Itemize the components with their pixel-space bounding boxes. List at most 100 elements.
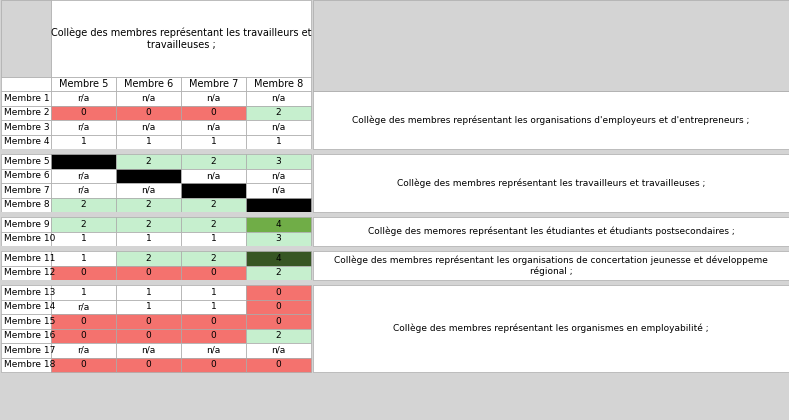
Bar — [181, 105, 246, 120]
Text: 2: 2 — [146, 254, 151, 263]
Text: 0: 0 — [211, 317, 216, 326]
Bar — [246, 197, 311, 212]
Text: 1: 1 — [146, 234, 151, 243]
Text: 1: 1 — [211, 302, 216, 311]
Bar — [51, 328, 116, 343]
Bar — [51, 265, 116, 280]
Bar — [51, 285, 116, 299]
Text: Collège des membres représentant les organisations de concertation jeunesse et d: Collège des membres représentant les org… — [334, 255, 768, 276]
Text: 1: 1 — [146, 137, 151, 146]
Bar — [116, 343, 181, 357]
Bar — [116, 217, 181, 231]
Bar — [246, 183, 311, 197]
Bar — [313, 251, 789, 280]
Text: r/a: r/a — [77, 171, 90, 180]
Text: 0: 0 — [146, 331, 151, 340]
Bar — [0, 212, 789, 217]
Text: n/a: n/a — [141, 346, 155, 355]
Text: r/a: r/a — [77, 94, 90, 103]
Bar — [1, 0, 51, 77]
Text: Membre 2: Membre 2 — [4, 108, 50, 117]
Bar — [1, 134, 51, 149]
Text: Collège des membres représentant les travailleurs et
travailleuses ;: Collège des membres représentant les tra… — [50, 27, 311, 50]
Bar — [1, 357, 51, 372]
Bar — [51, 77, 116, 91]
Bar — [246, 105, 311, 120]
Bar — [1, 343, 51, 357]
Text: Membre 12: Membre 12 — [4, 268, 55, 277]
Bar — [181, 77, 246, 91]
Text: 0: 0 — [80, 331, 86, 340]
Bar — [51, 314, 116, 328]
Bar — [246, 285, 311, 299]
Bar — [246, 251, 311, 265]
Text: n/a: n/a — [207, 346, 221, 355]
Text: n/a: n/a — [271, 171, 286, 180]
Bar — [313, 154, 789, 212]
Text: 2: 2 — [146, 200, 151, 209]
Bar — [116, 328, 181, 343]
Text: Membre 10: Membre 10 — [4, 234, 55, 243]
Text: Membre 13: Membre 13 — [4, 288, 55, 297]
Text: 0: 0 — [146, 268, 151, 277]
Text: 2: 2 — [146, 220, 151, 229]
Bar — [51, 231, 116, 246]
Text: Membre 1: Membre 1 — [4, 94, 50, 103]
Bar — [116, 265, 181, 280]
Bar — [181, 285, 246, 299]
Bar — [181, 231, 246, 246]
Text: 2: 2 — [275, 108, 282, 117]
Text: 1: 1 — [211, 234, 216, 243]
Bar — [51, 120, 116, 134]
Text: 2: 2 — [211, 157, 216, 166]
Text: 2: 2 — [80, 220, 86, 229]
Text: r/a: r/a — [77, 123, 90, 132]
Text: r/a: r/a — [77, 302, 90, 311]
Text: 0: 0 — [80, 317, 86, 326]
Bar — [51, 299, 116, 314]
Text: Membre 4: Membre 4 — [4, 137, 50, 146]
Text: 0: 0 — [275, 302, 282, 311]
Bar — [246, 265, 311, 280]
Text: n/a: n/a — [271, 346, 286, 355]
Text: Collège des memores représentant les étudiantes et étudiants postsecondaires ;: Collège des memores représentant les étu… — [368, 227, 735, 236]
Bar — [116, 105, 181, 120]
Text: Membre 5: Membre 5 — [4, 157, 50, 166]
Bar — [116, 314, 181, 328]
Text: n/a: n/a — [141, 186, 155, 195]
Bar — [181, 328, 246, 343]
Bar — [51, 183, 116, 197]
Bar — [181, 357, 246, 372]
Text: Membre 8: Membre 8 — [254, 79, 303, 89]
Bar — [1, 231, 51, 246]
Text: 1: 1 — [146, 302, 151, 311]
Text: 2: 2 — [146, 157, 151, 166]
Text: r/a: r/a — [77, 346, 90, 355]
Text: n/a: n/a — [207, 123, 221, 132]
Text: Collège des membres représentant les travailleurs et travailleuses ;: Collège des membres représentant les tra… — [397, 178, 705, 188]
Bar — [1, 168, 51, 183]
Bar — [116, 183, 181, 197]
Text: 1: 1 — [211, 288, 216, 297]
Bar — [51, 105, 116, 120]
Bar — [116, 231, 181, 246]
Text: 1: 1 — [80, 288, 86, 297]
Bar — [313, 91, 789, 149]
Text: 2: 2 — [211, 200, 216, 209]
Bar — [181, 197, 246, 212]
Bar — [116, 134, 181, 149]
Bar — [246, 299, 311, 314]
Bar — [1, 120, 51, 134]
Bar — [246, 231, 311, 246]
Text: 2: 2 — [275, 331, 282, 340]
Text: 1: 1 — [211, 137, 216, 146]
Bar — [0, 280, 789, 285]
Text: 2: 2 — [275, 268, 282, 277]
Bar — [51, 91, 116, 105]
Bar — [181, 265, 246, 280]
Text: 1: 1 — [146, 288, 151, 297]
Bar — [181, 120, 246, 134]
Bar — [116, 251, 181, 265]
Text: 0: 0 — [80, 108, 86, 117]
Bar — [313, 0, 789, 91]
